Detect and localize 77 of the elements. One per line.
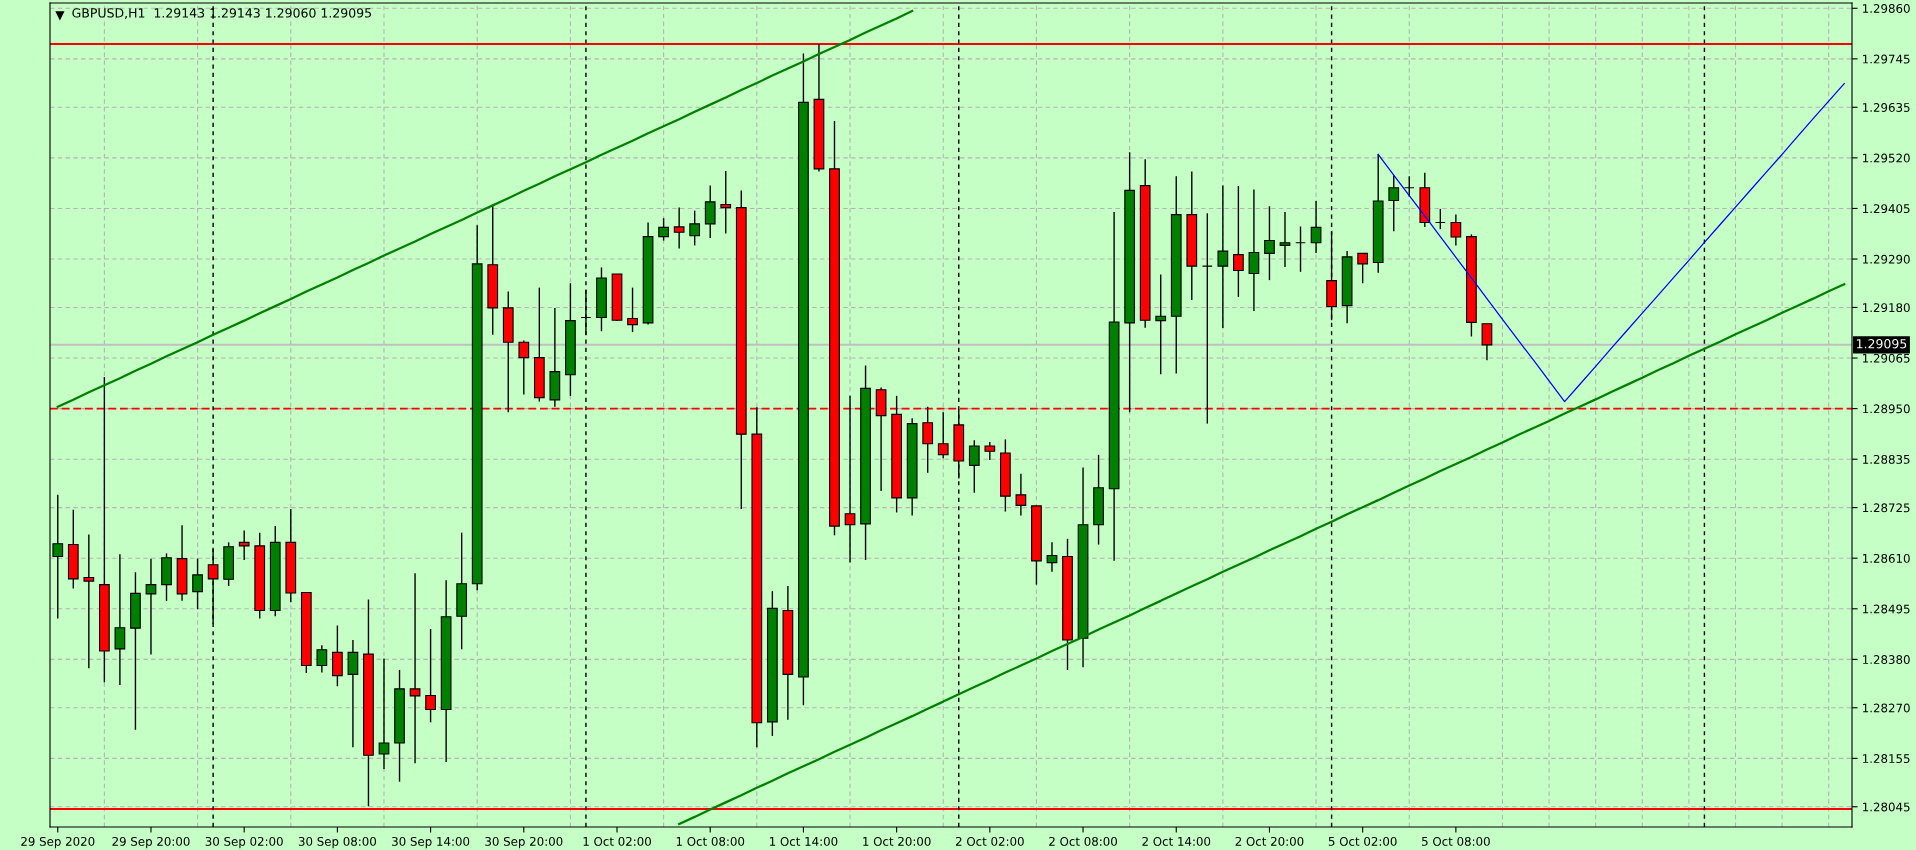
y-tick-label: 1.28950 (1863, 404, 1910, 414)
candlestick (83, 533, 95, 669)
candlestick (347, 639, 359, 749)
x-tick-label: 2 Oct 14:00 (1142, 836, 1211, 846)
candlestick (378, 657, 390, 770)
y-tick-label: 1.28380 (1863, 655, 1910, 665)
candlestick (114, 553, 126, 686)
x-tick-label: 2 Oct 20:00 (1235, 836, 1304, 846)
candlestick (704, 184, 716, 239)
line-series (1377, 82, 1845, 403)
y-tick-label: 1.29860 (1863, 4, 1910, 13)
x-tick-label: 5 Oct 08:00 (1422, 836, 1490, 846)
candlestick (1279, 211, 1291, 268)
y-tick-label: 1.28725 (1863, 503, 1910, 513)
candlestick (1403, 175, 1415, 198)
y-tick-label: 1.29065 (1863, 353, 1910, 363)
y-tick-label: 1.29180 (1863, 303, 1910, 313)
candlestick (720, 170, 732, 235)
candlestick (1155, 273, 1167, 376)
line-series (56, 9, 914, 408)
x-tick-label: 29 Sep 20:00 (112, 836, 190, 849)
candlestick (1201, 212, 1213, 425)
ref-line-label: 1.29095 (1856, 339, 1907, 349)
candlestick (1357, 252, 1369, 284)
candlestick (673, 206, 685, 250)
candlestick (658, 217, 669, 242)
candlestick (1248, 188, 1260, 312)
candlestick (1233, 185, 1244, 298)
candlestick (145, 557, 157, 656)
candlestick (316, 644, 328, 674)
y-tick-label: 1.29745 (1863, 54, 1910, 64)
x-tick-label: 1 Oct 14:00 (769, 836, 838, 846)
y-tick-label: 1.29635 (1863, 102, 1910, 112)
candlestick (1310, 200, 1322, 254)
candlestick (1295, 225, 1306, 273)
candlestick (518, 339, 530, 396)
x-tick-label: 1 Oct 20:00 (863, 836, 931, 846)
candlestick (192, 557, 203, 610)
candlestick (409, 572, 421, 764)
chart-title: GBPUSD,H1 1.29143 1.29143 1.29060 1.29095 (72, 8, 371, 19)
y-tick-label: 1.28270 (1863, 703, 1910, 713)
y-tick-label: 1.29520 (1863, 153, 1910, 163)
candlestick (1434, 208, 1446, 230)
x-tick-label: 1 Oct 02:00 (583, 836, 651, 846)
x-tick-label: 5 Oct 02:00 (1328, 836, 1397, 846)
line-series (678, 283, 1846, 826)
x-tick-label: 30 Sep 14:00 (392, 836, 470, 849)
candlestick (1015, 473, 1027, 517)
candlestick (238, 529, 250, 561)
candlestick (1481, 323, 1493, 361)
y-tick-label: 1.29290 (1863, 254, 1910, 264)
x-tick-label: 29 Sep 2020 (21, 836, 95, 849)
candlestick (580, 289, 592, 336)
x-tick-label: 2 Oct 08:00 (1049, 836, 1117, 846)
x-tick-label: 30 Sep 08:00 (298, 836, 376, 849)
candlestick (1388, 174, 1400, 233)
candlestick (1264, 205, 1275, 281)
candlestick (332, 624, 343, 687)
y-tick-label: 1.28610 (1863, 553, 1910, 563)
x-tick-label: 2 Oct 02:00 (955, 836, 1024, 846)
x-tick-label: 30 Sep 20:00 (485, 836, 563, 849)
candlestick (1046, 541, 1058, 573)
candlestick (425, 628, 436, 723)
y-tick-label: 1.28045 (1863, 802, 1910, 812)
candlestick (627, 286, 638, 333)
y-tick-label: 1.28155 (1863, 754, 1910, 764)
x-tick-label: 30 Sep 02:00 (205, 836, 283, 849)
y-tick-label: 1.28835 (1863, 454, 1910, 464)
y-tick-label: 1.29405 (1863, 204, 1910, 214)
x-tick-label: 1 Oct 08:00 (676, 836, 745, 846)
candlestick (1217, 184, 1229, 329)
candlestick (984, 441, 996, 461)
candlestick (968, 439, 980, 494)
candlestick (1450, 213, 1462, 247)
candlestick (689, 209, 701, 247)
candlestick (937, 411, 949, 460)
y-tick-label: 1.28495 (1863, 604, 1910, 614)
